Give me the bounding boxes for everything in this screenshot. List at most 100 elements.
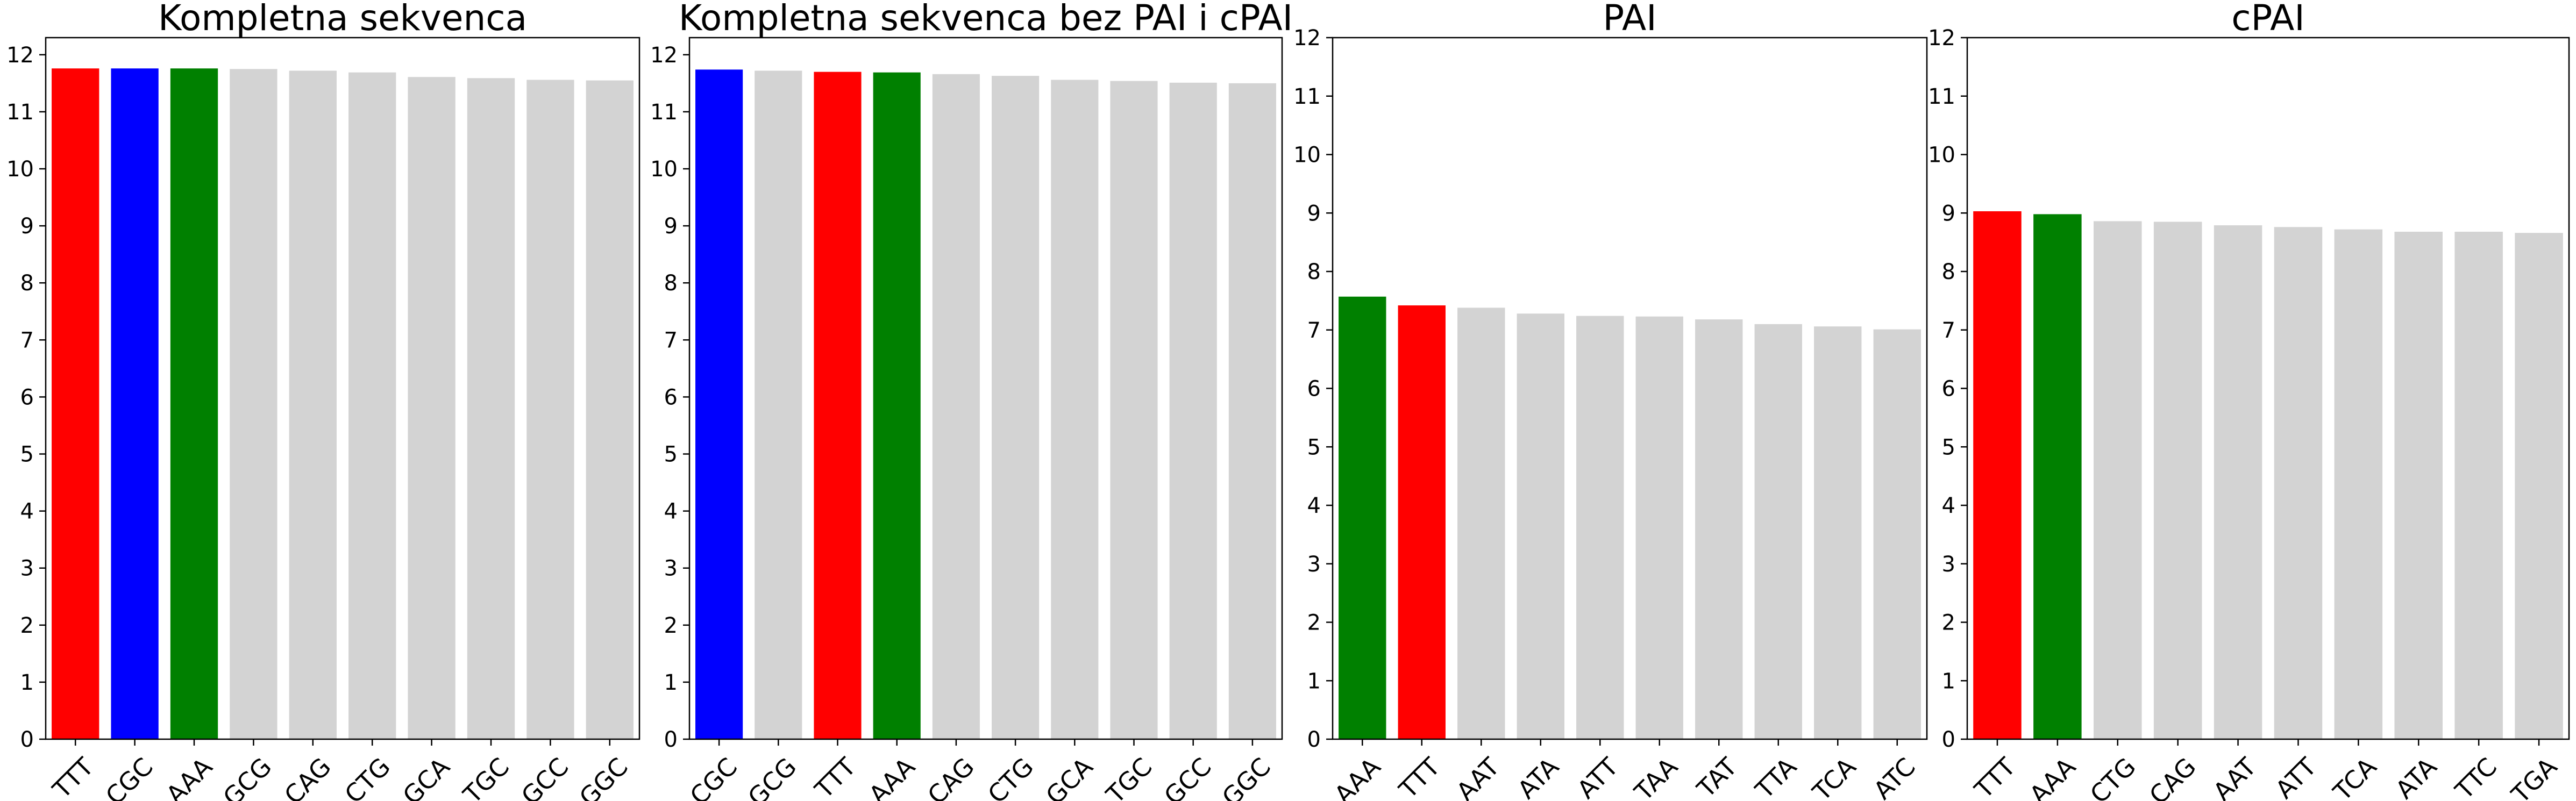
y-tick-label: 12: [1928, 26, 1955, 51]
y-tick-label: 1: [20, 670, 34, 695]
bar-tga: [2515, 233, 2563, 740]
y-tick-label: 1: [664, 670, 678, 695]
bar-ttt: [52, 68, 99, 739]
x-tick-label: AAT: [1450, 752, 1505, 801]
bar-aat: [1457, 307, 1505, 739]
y-tick-label: 5: [1942, 435, 1955, 460]
x-tick-label: GCC: [516, 752, 574, 801]
bar-gca: [408, 77, 456, 740]
y-tick-label: 7: [1307, 318, 1321, 343]
x-tick-label: ATT: [1571, 752, 1624, 801]
bar-aaa: [873, 72, 921, 740]
x-tick-label: CAG: [2144, 752, 2202, 801]
y-tick-label: 12: [6, 43, 34, 68]
y-tick-label: 7: [20, 328, 34, 353]
y-tick-label: 1: [1307, 669, 1321, 693]
y-tick-label: 3: [1307, 552, 1321, 577]
x-tick-label: GCA: [1040, 752, 1099, 801]
y-tick-label: 4: [664, 499, 678, 524]
bar-cgc: [695, 69, 743, 739]
bar-gcc: [1169, 82, 1217, 739]
bar-ggc: [1228, 83, 1276, 739]
x-tick-label: TTT: [1393, 752, 1446, 801]
x-tick-label: TGA: [2506, 752, 2563, 801]
y-tick-label: 10: [6, 157, 34, 182]
chart-title: PAI: [1603, 0, 1656, 39]
y-tick-label: 9: [664, 214, 678, 239]
x-tick-label: AAT: [2208, 752, 2262, 801]
x-tick-label: ATA: [2390, 752, 2443, 801]
y-tick-label: 6: [664, 385, 678, 410]
bar-tta: [1754, 324, 1802, 740]
y-tick-label: 8: [20, 271, 34, 296]
bar-cag: [2153, 221, 2202, 739]
bar-aaa: [170, 68, 218, 739]
bar-ata: [2394, 232, 2443, 739]
bar-ggc: [586, 80, 634, 739]
bar-ttt: [814, 71, 862, 739]
y-tick-label: 12: [1293, 26, 1321, 51]
x-tick-label: AAA: [2024, 752, 2081, 801]
y-tick-label: 5: [20, 442, 34, 467]
bar-aat: [2214, 225, 2262, 740]
x-tick-label: TGC: [1100, 752, 1158, 801]
chart-title: Kompletna sekvenca: [158, 0, 527, 39]
y-tick-label: 8: [1942, 260, 1955, 284]
y-tick-label: 1: [1942, 669, 1955, 693]
bar-cgc: [111, 68, 159, 739]
y-tick-label: 0: [1307, 727, 1321, 752]
y-tick-label: 8: [1307, 260, 1321, 284]
bar-cag: [932, 74, 980, 739]
axes-frame: [688, 37, 1283, 740]
y-tick-label: 0: [1942, 727, 1955, 752]
y-tick-label: 2: [20, 613, 34, 638]
bar-gcg: [230, 69, 277, 740]
x-tick-label: TAA: [1628, 752, 1683, 801]
bar-gcc: [526, 80, 574, 739]
y-tick-label: 7: [1942, 318, 1955, 343]
x-tick-label: ATC: [1868, 752, 1921, 801]
bar-aaa: [2033, 214, 2082, 739]
chart-title: cPAI: [2231, 0, 2304, 39]
bar-taa: [1635, 316, 1683, 739]
bar-aaa: [1339, 296, 1386, 739]
y-tick-label: 0: [664, 727, 678, 752]
y-tick-label: 0: [20, 727, 34, 752]
x-tick-label: ATA: [1512, 752, 1564, 801]
bar-ctg: [992, 76, 1040, 740]
bar-tca: [1814, 326, 1862, 739]
bar-ttt: [1398, 305, 1446, 739]
x-tick-label: GCG: [217, 752, 277, 801]
bar-tgc: [467, 78, 515, 740]
y-tick-label: 11: [1928, 84, 1955, 109]
bar-cag: [289, 70, 337, 739]
x-tick-label: TTT: [47, 752, 99, 801]
y-tick-label: 6: [1942, 377, 1955, 402]
y-tick-label: 8: [664, 271, 678, 296]
x-tick-label: TTC: [2449, 752, 2502, 801]
x-tick-label: CGC: [100, 752, 159, 801]
bar-tat: [1695, 319, 1743, 739]
y-tick-label: 2: [664, 613, 678, 638]
y-tick-label: 9: [1942, 201, 1955, 226]
bar-ata: [1517, 313, 1564, 739]
y-tick-label: 10: [650, 157, 678, 182]
x-tick-label: GGC: [1216, 752, 1276, 801]
x-tick-label: CTG: [982, 752, 1039, 801]
y-tick-label: 6: [20, 385, 34, 410]
x-tick-label: AAA: [863, 752, 921, 801]
axes-frame: [45, 37, 641, 740]
bar-ctg: [348, 72, 396, 740]
x-tick-label: TTA: [1749, 752, 1802, 801]
bar-tgc: [1110, 81, 1158, 739]
y-tick-label: 2: [1942, 611, 1955, 635]
x-tick-label: TTT: [1969, 752, 2022, 801]
bar-ctg: [2093, 221, 2142, 740]
bar-ttt: [1973, 211, 2022, 739]
y-tick-label: 11: [650, 100, 678, 125]
x-tick-label: GGC: [574, 752, 634, 801]
